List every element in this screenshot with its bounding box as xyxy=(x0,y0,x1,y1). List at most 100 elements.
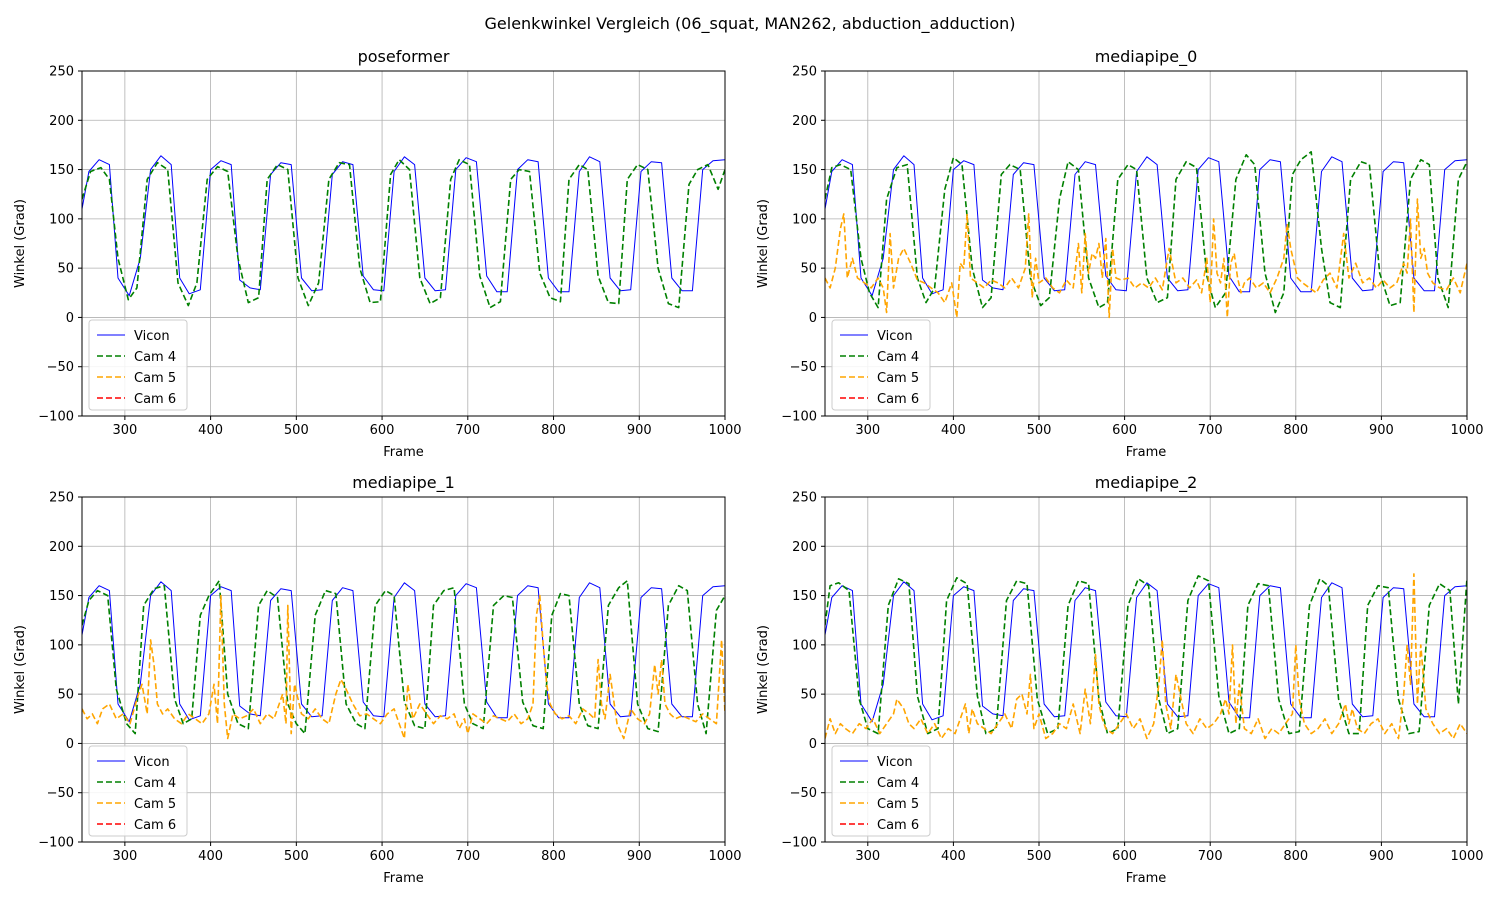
x-tick-label: 500 xyxy=(284,423,309,438)
y-axis-label: Winkel (Grad) xyxy=(756,199,771,288)
legend-label: Cam 4 xyxy=(877,350,919,365)
x-tick-label: 300 xyxy=(855,423,880,438)
x-tick-label: 400 xyxy=(198,423,223,438)
x-tick-label: 800 xyxy=(541,423,566,438)
y-tick-label: −100 xyxy=(781,410,817,425)
y-tick-label: 150 xyxy=(792,589,817,604)
x-tick-label: 1000 xyxy=(708,849,741,864)
y-tick-label: 100 xyxy=(792,638,817,653)
x-tick-label: 400 xyxy=(941,849,966,864)
x-tick-label: 900 xyxy=(627,423,652,438)
legend: Vicon Cam 4 Cam 5 Cam 6 xyxy=(831,319,931,411)
legend: Vicon Cam 4 Cam 5 Cam 6 xyxy=(88,319,188,411)
x-tick-label: 500 xyxy=(1027,849,1052,864)
series-line-vicon xyxy=(825,581,1467,723)
x-tick-label: 800 xyxy=(1283,423,1308,438)
y-tick-label: 50 xyxy=(800,262,817,277)
y-tick-label: −100 xyxy=(38,836,74,851)
y-tick-label: 200 xyxy=(792,540,817,555)
x-tick-label: 1000 xyxy=(1450,849,1483,864)
legend-label: Cam 6 xyxy=(877,818,919,833)
y-tick-label: 200 xyxy=(49,114,74,129)
x-tick-label: 600 xyxy=(370,423,395,438)
plot-frame xyxy=(824,70,1468,417)
y-tick-label: 50 xyxy=(57,688,74,703)
x-tick-label: 500 xyxy=(284,849,309,864)
x-tick-label: 700 xyxy=(1198,849,1223,864)
series-line-cam-5 xyxy=(82,594,725,740)
legend-label: Cam 4 xyxy=(134,776,176,791)
x-tick-label: 300 xyxy=(855,849,880,864)
y-tick-label: −50 xyxy=(790,360,817,375)
x-tick-label: 700 xyxy=(1198,423,1223,438)
figure-title: Gelenkwinkel Vergleich (06_squat, MAN262… xyxy=(484,14,1016,33)
y-tick-label: 150 xyxy=(49,589,74,604)
x-tick-label: 600 xyxy=(370,849,395,864)
subplot-title: mediapipe_2 xyxy=(1095,473,1198,493)
subplot-poseformer: 300 400 500 600 700 800 900 1000 −100 −50 0 50 100 15… xyxy=(13,47,742,460)
y-axis-label: Winkel (Grad) xyxy=(13,625,28,714)
y-tick-label: 0 xyxy=(809,737,817,752)
x-axis-label: Frame xyxy=(1126,871,1167,886)
series-line-cam-5 xyxy=(825,198,1467,319)
y-tick-label: 200 xyxy=(49,540,74,555)
legend-label: Vicon xyxy=(134,329,170,344)
y-tick-label: 50 xyxy=(57,262,74,277)
y-tick-label: 150 xyxy=(792,163,817,178)
x-tick-label: 600 xyxy=(1112,423,1137,438)
y-axis-label: Winkel (Grad) xyxy=(756,625,771,714)
series-line-cam-4 xyxy=(82,158,725,309)
x-tick-label: 800 xyxy=(541,849,566,864)
legend-label: Cam 6 xyxy=(134,392,176,407)
x-tick-label: 800 xyxy=(1283,849,1308,864)
legend: Vicon Cam 4 Cam 5 Cam 6 xyxy=(88,745,188,837)
y-tick-label: 250 xyxy=(49,491,74,506)
x-tick-label: 700 xyxy=(455,423,480,438)
legend-label: Cam 5 xyxy=(134,797,176,812)
series-line-cam-4 xyxy=(82,579,725,735)
y-tick-label: −50 xyxy=(47,786,74,801)
legend-label: Vicon xyxy=(877,755,913,770)
subplot-title: poseformer xyxy=(358,47,450,66)
y-tick-label: −100 xyxy=(38,410,74,425)
legend-label: Cam 5 xyxy=(134,371,176,386)
subplot-mediapipe_1: 300 400 500 600 700 800 900 1000 −100 −50 0 50 100 15… xyxy=(13,473,742,886)
subplot-title: mediapipe_1 xyxy=(352,473,455,493)
legend-label: Vicon xyxy=(134,755,170,770)
legend-label: Cam 6 xyxy=(134,818,176,833)
legend-label: Cam 5 xyxy=(877,371,919,386)
legend-box xyxy=(88,745,188,837)
y-tick-label: 50 xyxy=(800,688,817,703)
y-tick-label: −50 xyxy=(47,360,74,375)
x-tick-label: 600 xyxy=(1112,849,1137,864)
legend-label: Cam 6 xyxy=(877,392,919,407)
subplot-mediapipe_2: 300 400 500 600 700 800 900 1000 −100 −50 0 50 100 15… xyxy=(756,473,1484,886)
x-tick-label: 1000 xyxy=(708,423,741,438)
y-tick-label: 0 xyxy=(66,311,74,326)
y-tick-label: 0 xyxy=(66,737,74,752)
y-tick-label: 250 xyxy=(49,65,74,80)
series-line-cam-5 xyxy=(825,573,1467,740)
y-tick-label: 250 xyxy=(792,65,817,80)
x-tick-label: 900 xyxy=(1369,423,1394,438)
x-tick-label: 1000 xyxy=(1450,423,1483,438)
y-tick-label: 100 xyxy=(49,212,74,227)
y-tick-label: 100 xyxy=(792,212,817,227)
legend-label: Vicon xyxy=(877,329,913,344)
x-tick-label: 500 xyxy=(1027,423,1052,438)
y-tick-label: 100 xyxy=(49,638,74,653)
y-tick-label: 0 xyxy=(809,311,817,326)
y-tick-label: 250 xyxy=(792,491,817,506)
legend-box xyxy=(88,319,188,411)
legend-label: Cam 5 xyxy=(877,797,919,812)
plot-frame xyxy=(824,496,1468,843)
x-tick-label: 400 xyxy=(198,849,223,864)
y-axis-label: Winkel (Grad) xyxy=(13,199,28,288)
plot-frame xyxy=(81,70,726,417)
x-tick-label: 700 xyxy=(455,849,480,864)
y-tick-label: 150 xyxy=(49,163,74,178)
legend-label: Cam 4 xyxy=(877,776,919,791)
x-tick-label: 900 xyxy=(1369,849,1394,864)
